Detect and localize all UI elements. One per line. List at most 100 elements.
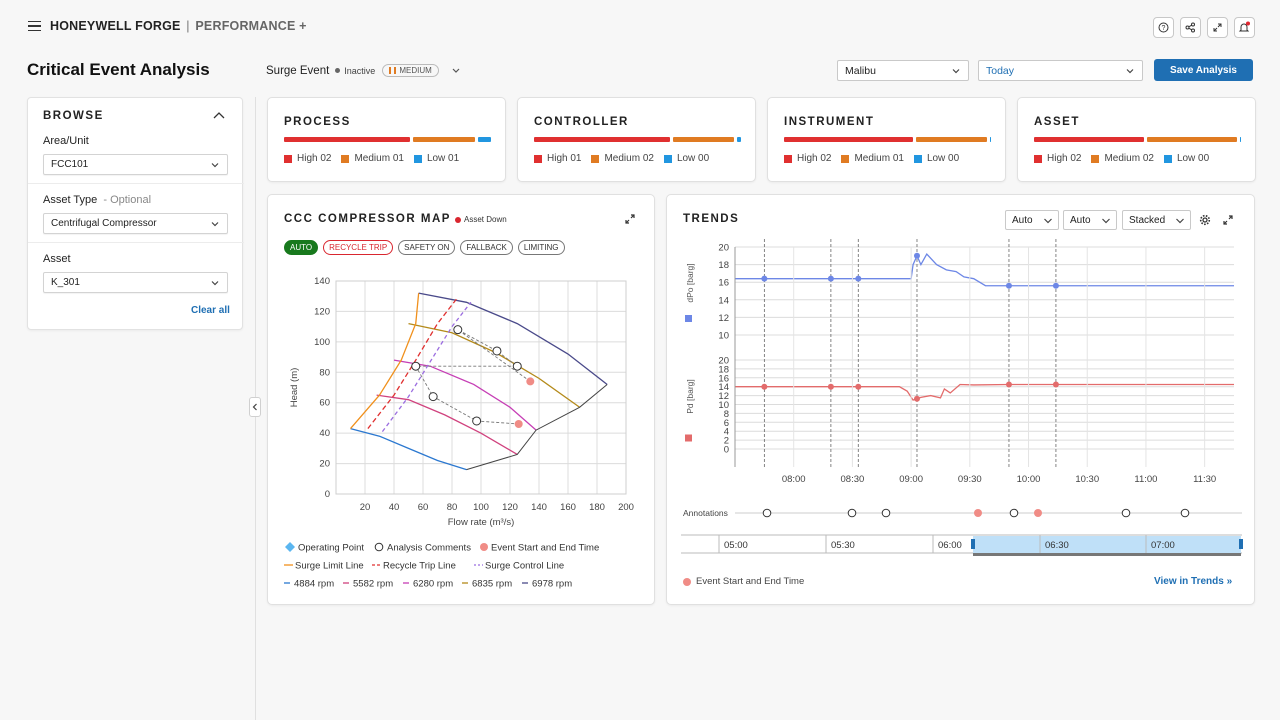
annotation-comment-icon[interactable] (1009, 508, 1019, 518)
y-tick-label: 100 (314, 337, 330, 348)
x-tick-label: 60 (418, 502, 429, 513)
pd-marker-point[interactable] (761, 383, 768, 390)
expand-icon[interactable] (624, 213, 636, 225)
share-icon[interactable] (1180, 17, 1201, 38)
asset-type-select[interactable]: Centrifugal Compressor (43, 213, 228, 234)
event-legend-label: Event Start and End Time (696, 576, 805, 587)
stack-mode-select[interactable]: Stacked (1122, 210, 1191, 230)
legend-low: Low 00 (663, 153, 709, 164)
navigator-right-handle[interactable] (1239, 539, 1243, 549)
analysis-comment-point[interactable] (512, 361, 522, 371)
chevron-down-icon (211, 163, 219, 168)
trends-card: TRENDS Auto Auto Stacked 10 12 14 16 18 20 dPo… (666, 194, 1255, 605)
pd-marker-point[interactable] (855, 383, 862, 390)
analysis-comment-point[interactable] (492, 346, 502, 356)
navigator-selection[interactable] (973, 536, 1241, 553)
pd-marker-point[interactable] (827, 383, 834, 390)
legend-medium: Medium 01 (341, 153, 404, 164)
settings-gear-icon[interactable] (1199, 214, 1211, 226)
legend-label: 5582 rpm (353, 579, 393, 590)
navigator-label: 07:00 (1151, 540, 1175, 551)
annotation-comment-icon[interactable] (881, 508, 891, 518)
collapse-panel-button[interactable] (249, 397, 261, 417)
site-select[interactable]: Malibu (837, 60, 969, 81)
y-axis-auto-select-2[interactable]: Auto (1063, 210, 1117, 230)
asset-down-label: Asset Down (464, 215, 507, 224)
x-tick-label: 08:00 (782, 474, 806, 485)
kpi-card-controller[interactable]: CONTROLLER High 01 Medium 02 Low 00 (517, 97, 756, 182)
area-select[interactable]: FCC101 (43, 154, 228, 175)
x-tick-label: 100 (473, 502, 489, 513)
legend-label: 4884 rpm (294, 579, 334, 590)
event-time-legend: Event Start and End Time (683, 576, 804, 587)
area-label: Area/Unit (43, 135, 89, 147)
analysis-comment-point[interactable] (472, 416, 482, 426)
double-chevron-right-icon: » (1226, 576, 1233, 587)
save-analysis-button[interactable]: Save Analysis (1154, 59, 1253, 81)
pd-marker-point[interactable] (1052, 381, 1059, 388)
dpo-marker-point[interactable] (855, 275, 862, 282)
event-point[interactable] (526, 377, 535, 386)
dpo-marker-point[interactable] (827, 275, 834, 282)
severity-bar (1034, 137, 1241, 142)
annotation-event-point[interactable] (1034, 509, 1042, 517)
annotation-event-point[interactable] (974, 509, 982, 517)
brand-logo: HONEYWELL FORGE | PERFORMANCE + (50, 19, 307, 33)
x-tick-label: 140 (531, 502, 547, 513)
asset-value: K_301 (51, 277, 80, 288)
kpi-card-instrument[interactable]: INSTRUMENT High 02 Medium 01 Low 00 (767, 97, 1006, 182)
dpo-marker-point[interactable] (1052, 282, 1059, 289)
annotation-comment-icon[interactable] (1180, 508, 1190, 518)
legend-label: Surge Limit Line (295, 561, 364, 572)
series-surge-limit-line (350, 293, 420, 430)
severity-badge: MEDIUM (382, 64, 439, 77)
kpi-card-asset[interactable]: ASSET High 02 Medium 02 Low 00 (1017, 97, 1256, 182)
event-selector[interactable]: Surge Event Inactive MEDIUM (266, 64, 463, 77)
annotation-comment-icon[interactable] (847, 508, 857, 518)
severity-legend: High 01 Medium 02 Low 00 (534, 153, 709, 164)
pd-marker-point[interactable] (913, 395, 920, 402)
help-icon[interactable]: ? (1153, 17, 1174, 38)
chip-limiting[interactable]: LIMITING (517, 240, 565, 255)
chip-auto[interactable]: AUTO (284, 240, 319, 255)
annotation-comment-icon[interactable] (1121, 508, 1131, 518)
dpo-marker-point[interactable] (913, 252, 920, 259)
y-axis-auto-select-1[interactable]: Auto (1005, 210, 1059, 230)
series-swatch (685, 315, 692, 322)
navigator-left-handle[interactable] (971, 539, 975, 549)
bar-low (478, 137, 491, 142)
asset-select[interactable]: K_301 (43, 272, 228, 293)
kpi-card-process[interactable]: PROCESS High 02 Medium 01 Low 01 (267, 97, 506, 182)
analysis-comment-point[interactable] (453, 325, 463, 335)
fullscreen-icon[interactable] (1207, 17, 1228, 38)
y-tick-label: 10 (718, 331, 729, 342)
bar-low (1239, 137, 1241, 142)
navigator-label: 06:00 (938, 540, 962, 551)
legend-label: 6835 rpm (472, 579, 512, 590)
bell-icon[interactable] (1234, 17, 1255, 38)
event-point[interactable] (514, 420, 523, 429)
analysis-comment-point[interactable] (428, 392, 438, 402)
hamburger-menu-icon[interactable] (28, 21, 41, 31)
x-tick-label: 08:30 (841, 474, 865, 485)
clear-all-link[interactable]: Clear all (191, 305, 230, 316)
series-swatch (685, 434, 692, 442)
x-tick-label: 11:00 (1134, 474, 1157, 485)
expand-icon[interactable] (1222, 214, 1234, 226)
dpo-marker-point[interactable] (761, 275, 768, 282)
chip-safety-on[interactable]: SAFETY ON (398, 240, 456, 255)
collapse-up-icon[interactable] (212, 110, 226, 120)
date-select[interactable]: Today (978, 60, 1143, 81)
event-name: Surge Event (266, 64, 330, 77)
pd-marker-point[interactable] (1005, 381, 1012, 388)
view-in-trends-link[interactable]: View in Trends » (1154, 576, 1232, 587)
dpo-marker-point[interactable] (1005, 282, 1012, 289)
chip-recycle-trip[interactable]: RECYCLE TRIP (323, 240, 394, 255)
series-5582-rpm (376, 394, 518, 456)
x-tick-label: 80 (447, 502, 458, 513)
chip-fallback[interactable]: FALLBACK (460, 240, 513, 255)
chevron-down-icon[interactable] (449, 66, 463, 76)
navigator-scroll[interactable] (973, 553, 1241, 556)
analysis-comment-point[interactable] (411, 361, 421, 371)
annotation-comment-icon[interactable] (762, 508, 772, 518)
